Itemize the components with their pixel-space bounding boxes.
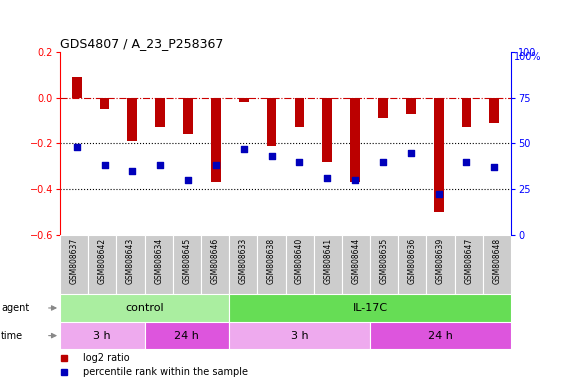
- Bar: [183, 98, 193, 134]
- Bar: [267, 98, 276, 146]
- Point: [490, 164, 499, 170]
- Text: GSM808643: GSM808643: [126, 238, 135, 284]
- Bar: [378, 98, 388, 118]
- Text: GSM808646: GSM808646: [211, 238, 219, 284]
- Text: 100%: 100%: [514, 52, 541, 62]
- Bar: [229, 294, 511, 322]
- Bar: [239, 98, 248, 103]
- Bar: [127, 98, 137, 141]
- Point: [323, 175, 332, 181]
- Text: GSM808635: GSM808635: [380, 238, 389, 284]
- Point: [434, 191, 443, 197]
- Text: percentile rank within the sample: percentile rank within the sample: [83, 367, 247, 377]
- Text: 3 h: 3 h: [291, 331, 308, 341]
- Bar: [434, 98, 444, 212]
- Bar: [323, 98, 332, 162]
- Bar: [489, 98, 499, 123]
- Text: GDS4807 / A_23_P258367: GDS4807 / A_23_P258367: [60, 37, 223, 50]
- Text: GSM808634: GSM808634: [154, 238, 163, 284]
- Bar: [229, 322, 370, 349]
- Bar: [144, 235, 173, 294]
- Point: [351, 177, 360, 183]
- Bar: [201, 235, 229, 294]
- Bar: [116, 235, 144, 294]
- Text: agent: agent: [1, 303, 29, 313]
- Bar: [60, 322, 144, 349]
- Point: [156, 162, 165, 169]
- Bar: [155, 98, 165, 127]
- Point: [379, 159, 388, 165]
- Text: log2 ratio: log2 ratio: [83, 353, 129, 362]
- Point: [462, 159, 471, 165]
- Bar: [313, 235, 342, 294]
- Bar: [286, 235, 313, 294]
- Text: GSM808633: GSM808633: [239, 238, 248, 284]
- Text: IL-17C: IL-17C: [352, 303, 388, 313]
- Text: GSM808642: GSM808642: [98, 238, 107, 284]
- Bar: [60, 294, 229, 322]
- Bar: [399, 235, 427, 294]
- Bar: [173, 235, 201, 294]
- Text: GSM808637: GSM808637: [70, 238, 79, 284]
- Point: [211, 162, 220, 169]
- Point: [128, 168, 137, 174]
- Bar: [350, 98, 360, 182]
- Point: [72, 144, 81, 150]
- Point: [239, 146, 248, 152]
- Text: time: time: [1, 331, 23, 341]
- Point: [406, 149, 415, 156]
- Bar: [406, 98, 416, 114]
- Bar: [60, 235, 88, 294]
- Text: GSM808644: GSM808644: [352, 238, 360, 284]
- Bar: [455, 235, 483, 294]
- Bar: [229, 235, 258, 294]
- Bar: [211, 98, 221, 182]
- Point: [100, 162, 109, 169]
- Text: GSM808647: GSM808647: [464, 238, 473, 284]
- Text: GSM808645: GSM808645: [182, 238, 191, 284]
- Text: GSM808640: GSM808640: [295, 238, 304, 284]
- Bar: [144, 322, 229, 349]
- Point: [183, 177, 192, 183]
- Point: [267, 153, 276, 159]
- Text: control: control: [125, 303, 164, 313]
- Point: [295, 159, 304, 165]
- Text: GSM808639: GSM808639: [436, 238, 445, 284]
- Bar: [342, 235, 370, 294]
- Text: GSM808636: GSM808636: [408, 238, 417, 284]
- Text: 3 h: 3 h: [94, 331, 111, 341]
- Bar: [427, 235, 455, 294]
- Bar: [99, 98, 110, 109]
- Bar: [295, 98, 304, 127]
- Text: GSM808638: GSM808638: [267, 238, 276, 284]
- Bar: [370, 322, 511, 349]
- Text: GSM808648: GSM808648: [492, 238, 501, 284]
- Text: 24 h: 24 h: [428, 331, 453, 341]
- Bar: [88, 235, 116, 294]
- Bar: [461, 98, 472, 127]
- Bar: [370, 235, 399, 294]
- Text: GSM808641: GSM808641: [323, 238, 332, 284]
- Bar: [72, 77, 82, 98]
- Bar: [483, 235, 511, 294]
- Text: 24 h: 24 h: [174, 331, 199, 341]
- Bar: [258, 235, 286, 294]
